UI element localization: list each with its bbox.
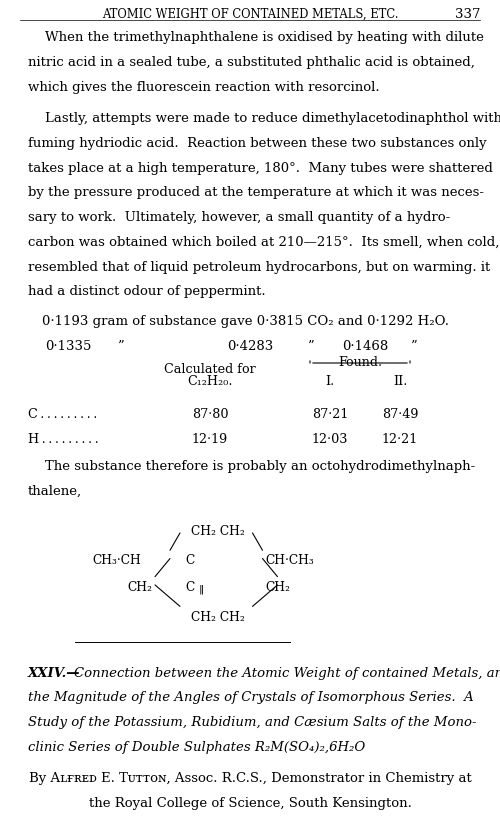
- Text: 337: 337: [454, 8, 480, 21]
- Text: 0·1335: 0·1335: [45, 340, 92, 353]
- Text: ”: ”: [410, 340, 417, 353]
- Text: CH₂ CH₂: CH₂ CH₂: [190, 525, 244, 538]
- Text: CH₂: CH₂: [265, 581, 290, 594]
- Text: 12·03: 12·03: [312, 433, 348, 446]
- Text: CH₂ CH₂: CH₂ CH₂: [190, 610, 244, 624]
- Text: Found.: Found.: [338, 356, 382, 370]
- Text: XXIV.—: XXIV.—: [28, 667, 80, 680]
- Text: H . . . . . . . . .: H . . . . . . . . .: [28, 433, 98, 446]
- Text: 87·80: 87·80: [192, 408, 228, 422]
- Text: ”: ”: [118, 340, 124, 353]
- Text: I.: I.: [326, 375, 334, 389]
- Text: sary to work.  Ultimately, however, a small quantity of a hydro-: sary to work. Ultimately, however, a sma…: [28, 211, 450, 224]
- Text: thalene,: thalene,: [28, 485, 82, 498]
- Text: the Magnitude of the Angles of Crystals of Isomorphous Series.  A: the Magnitude of the Angles of Crystals …: [28, 691, 473, 705]
- Text: ATOMIC WEIGHT OF CONTAINED METALS, ETC.: ATOMIC WEIGHT OF CONTAINED METALS, ETC.: [102, 8, 398, 21]
- Text: C₁₂H₂₀.: C₁₂H₂₀.: [187, 375, 233, 389]
- Text: ‖: ‖: [198, 584, 204, 594]
- Text: The substance therefore is probably an octohydrodimethylnaph-: The substance therefore is probably an o…: [28, 460, 475, 474]
- Text: nitric acid in a sealed tube, a substituted phthalic acid is obtained,: nitric acid in a sealed tube, a substitu…: [28, 56, 474, 69]
- Text: ”: ”: [308, 340, 314, 353]
- Text: C: C: [185, 581, 194, 594]
- Text: 12·21: 12·21: [382, 433, 418, 446]
- Text: Connection between the Atomic Weight of contained Metals, and: Connection between the Atomic Weight of …: [74, 667, 500, 680]
- Text: II.: II.: [393, 375, 407, 389]
- Text: 12·19: 12·19: [192, 433, 228, 446]
- Text: 0·1468: 0·1468: [342, 340, 389, 353]
- Text: takes place at a high temperature, 180°.  Many tubes were shattered: takes place at a high temperature, 180°.…: [28, 162, 492, 175]
- Text: 0·1193 gram of substance gave 0·3815 CO₂ and 0·1292 H₂O.: 0·1193 gram of substance gave 0·3815 CO₂…: [42, 315, 450, 328]
- Text: C . . . . . . . . .: C . . . . . . . . .: [28, 408, 97, 422]
- Text: Calculated for: Calculated for: [164, 363, 256, 376]
- Text: Study of the Potassium, Rubidium, and Cæsium Salts of the Mono-: Study of the Potassium, Rubidium, and Cæ…: [28, 716, 476, 729]
- Text: fuming hydriodic acid.  Reaction between these two substances only: fuming hydriodic acid. Reaction between …: [28, 137, 486, 150]
- Text: resembled that of liquid petroleum hydrocarbons, but on warming. it: resembled that of liquid petroleum hydro…: [28, 261, 490, 274]
- Text: CH·CH₃: CH·CH₃: [265, 554, 314, 568]
- Text: CH₂: CH₂: [128, 581, 152, 594]
- Text: 0·4283: 0·4283: [228, 340, 274, 353]
- Text: carbon was obtained which boiled at 210—215°.  Its smell, when cold,: carbon was obtained which boiled at 210—…: [28, 236, 499, 249]
- Text: When the trimethylnaphthalene is oxidised by heating with dilute: When the trimethylnaphthalene is oxidise…: [28, 31, 483, 45]
- Text: C: C: [185, 554, 194, 568]
- Text: By Aʟғʀᴇᴅ E. Tᴜᴛᴛᴏɴ, Assoc. R.C.S., Demonstrator in Chemistry at: By Aʟғʀᴇᴅ E. Tᴜᴛᴛᴏɴ, Assoc. R.C.S., Demo…: [28, 772, 471, 785]
- Text: 87·49: 87·49: [382, 408, 418, 422]
- Text: which gives the fluorescein reaction with resorcinol.: which gives the fluorescein reaction wit…: [28, 81, 379, 94]
- Text: Lastly, attempts were made to reduce dimethylacetodinaphthol with: Lastly, attempts were made to reduce dim…: [28, 112, 500, 125]
- Text: 87·21: 87·21: [312, 408, 348, 422]
- Text: CH₃·CH: CH₃·CH: [92, 554, 142, 568]
- Text: had a distinct odour of peppermint.: had a distinct odour of peppermint.: [28, 285, 265, 299]
- Text: clinic Series of Double Sulphates R₂M(SO₄)₂,6H₂O: clinic Series of Double Sulphates R₂M(SO…: [28, 741, 365, 754]
- Text: the Royal College of Science, South Kensington.: the Royal College of Science, South Kens…: [88, 797, 411, 810]
- Text: by the pressure produced at the temperature at which it was neces-: by the pressure produced at the temperat…: [28, 186, 483, 200]
